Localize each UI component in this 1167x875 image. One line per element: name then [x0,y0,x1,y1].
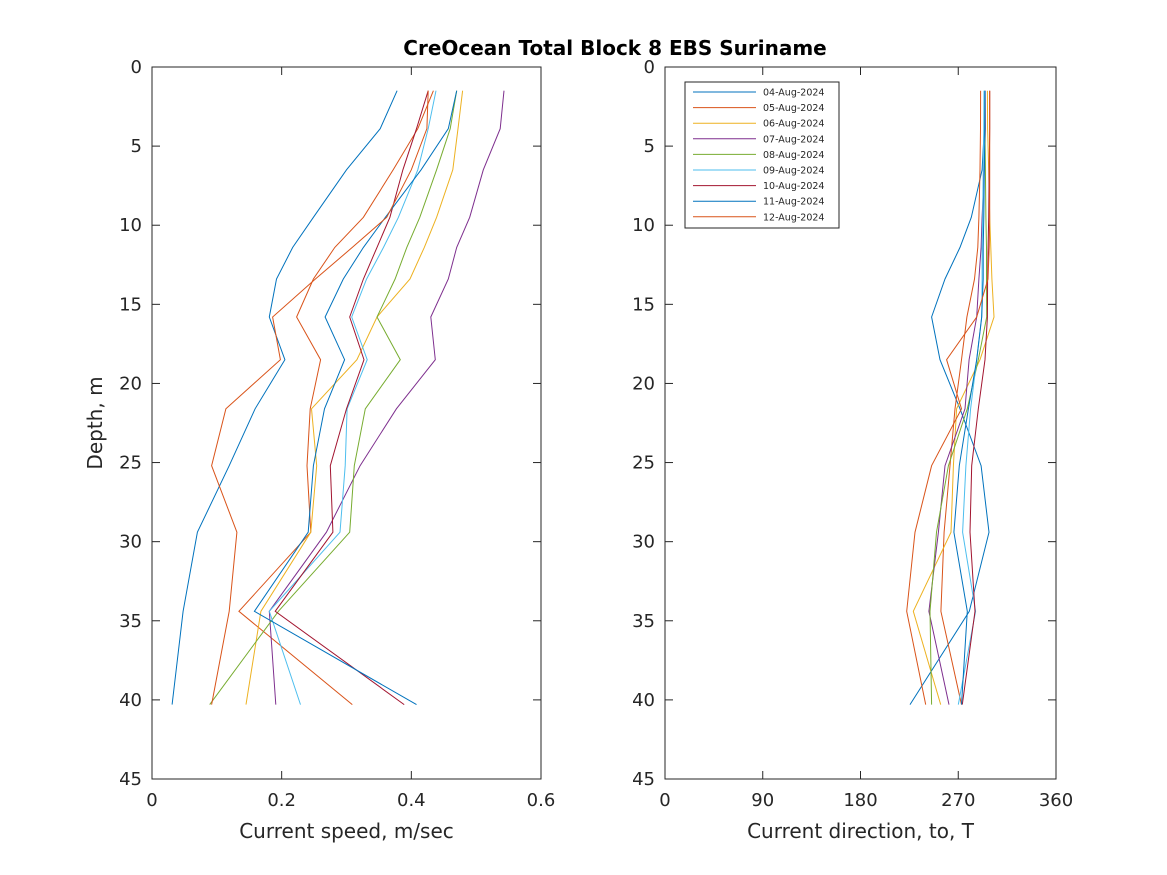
x-tick-label: 0.2 [267,790,296,811]
legend-entry: 05-Aug-2024 [763,103,824,114]
y-tick-label: 30 [632,532,655,553]
x-tick-label: 0 [659,790,670,811]
legend-box [684,81,840,229]
speed-axes: 0 0.2 0.4 0.6 0 5 10 15 20 25 30 35 40 45 Current spee… [83,57,555,843]
legend-entry: 11-Aug-2024 [763,197,824,208]
y-tick-label: 5 [644,136,655,157]
y-tick-label: 15 [632,294,655,315]
x-tick-label: 270 [941,790,975,811]
y-tick-label: 15 [119,294,142,315]
y-tick-label: 30 [119,532,142,553]
y-tick-label: 20 [119,373,142,394]
chart-title: CreOcean Total Block 8 EBS Suriname [403,36,826,60]
y-axis-label: Depth, m [83,376,107,469]
series-line-11-Aug-2024 [253,90,458,706]
series-line-04-Aug-2024 [171,90,398,705]
series-line-08-Aug-2024 [929,90,988,705]
series-line-11-Aug-2024 [953,90,986,705]
x-tick-label: 90 [751,790,774,811]
series-line-05-Aug-2024 [940,90,982,705]
y-tick-label: 45 [119,769,142,790]
y-tick-label: 25 [632,453,655,474]
y-tick-label: 0 [644,57,655,78]
y-tick-label: 10 [632,215,655,236]
legend-entry: 06-Aug-2024 [763,119,824,130]
legend-entry: 10-Aug-2024 [763,181,824,192]
x-axis-label: Current direction, to, T [747,819,975,843]
series-line-10-Aug-2024 [274,90,429,706]
x-tick-label: 0 [146,790,157,811]
x-axis-label: Current speed, m/sec [239,819,454,843]
x-tick-label: 360 [1039,790,1073,811]
direction-axes: 0 90 180 270 360 0 5 10 15 20 25 30 35 40 45 Current di… [632,57,1073,843]
series-line-12-Aug-2024 [211,90,429,705]
legend-entry: 04-Aug-2024 [763,88,824,99]
x-tick-label: 0.4 [397,790,426,811]
y-tick-label: 45 [632,769,655,790]
legend-entry: 08-Aug-2024 [763,150,824,161]
y-tick-label: 35 [632,611,655,632]
legend-entry: 12-Aug-2024 [763,212,824,223]
y-tick-label: 25 [119,453,142,474]
y-tick-label: 10 [119,215,142,236]
series-line-04-Aug-2024 [909,90,990,705]
y-tick-label: 20 [632,373,655,394]
y-tick-label: 35 [119,611,142,632]
y-tick-label: 40 [119,690,142,711]
y-tick-label: 5 [131,136,142,157]
series-line-07-Aug-2024 [268,90,505,705]
series-line-09-Aug-2024 [268,90,437,705]
series-line-08-Aug-2024 [209,90,458,705]
y-tick-label: 0 [131,57,142,78]
legend-entry: 07-Aug-2024 [763,134,824,145]
legend: 04-Aug-2024 05-Aug-2024 06-Aug-2024 07-Aug-… [684,81,840,229]
series-line-12-Aug-2024 [906,90,991,705]
y-tick-label: 40 [632,690,655,711]
x-tick-label: 0.6 [527,790,556,811]
x-tick-label: 180 [843,790,877,811]
legend-entry: 09-Aug-2024 [763,166,824,177]
